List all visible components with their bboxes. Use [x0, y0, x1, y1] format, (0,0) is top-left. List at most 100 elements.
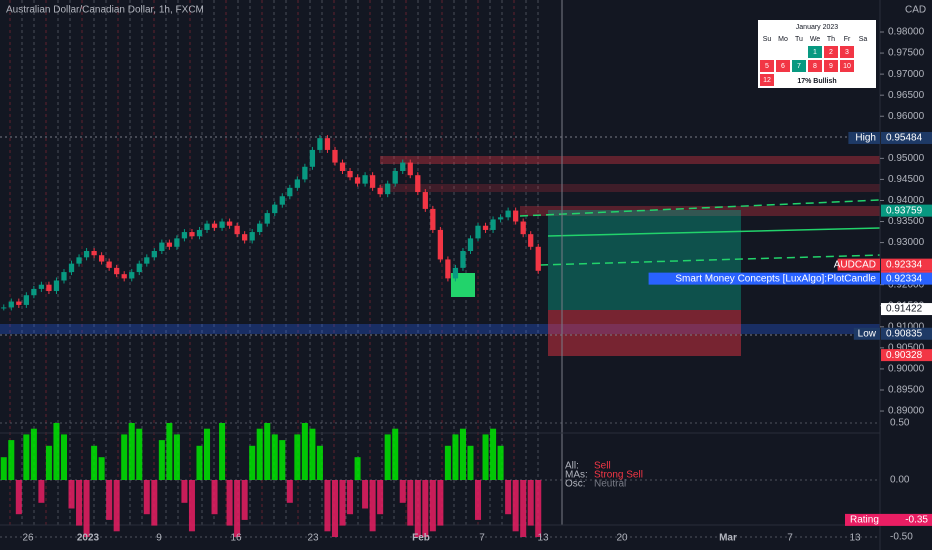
- time-tick-label: 23: [307, 533, 319, 544]
- candle: [460, 251, 466, 268]
- candle: [324, 138, 331, 150]
- candle: [53, 280, 60, 292]
- trend-line: [547, 227, 881, 237]
- candle: [513, 210, 519, 222]
- osc-bar: [121, 434, 128, 480]
- osc-bar: [392, 428, 399, 480]
- candle: [354, 177, 361, 184]
- calendar-day-cell: [760, 74, 774, 86]
- time-tick-label: 7: [479, 533, 485, 544]
- osc-bar: [234, 480, 241, 537]
- osc-bar: [106, 480, 113, 520]
- osc-bar: [256, 428, 263, 480]
- calendar-day-cell: [776, 60, 790, 72]
- candle: [1, 307, 7, 309]
- candle: [520, 221, 526, 235]
- candle: [151, 251, 157, 258]
- supply-zone: [380, 184, 880, 192]
- osc-bar: [143, 480, 150, 515]
- osc-bar: [429, 480, 436, 532]
- target-box: [548, 210, 741, 310]
- candle: [83, 251, 90, 258]
- candle: [98, 255, 105, 262]
- osc-bar: [166, 423, 173, 480]
- candle: [38, 284, 45, 289]
- supply-zone: [380, 156, 880, 164]
- calendar-day-cell: [808, 46, 822, 58]
- price-badge: [881, 272, 932, 285]
- stop-box: [548, 310, 741, 356]
- osc-tick-label: 0.00: [890, 475, 910, 486]
- candle: [437, 229, 444, 260]
- candle: [16, 301, 22, 305]
- price-badge: [881, 327, 932, 340]
- calendar-day: 7: [797, 63, 801, 70]
- osc-bar: [286, 480, 293, 503]
- badge-name-bg: [648, 272, 880, 285]
- osc-bar: [241, 480, 248, 520]
- osc-bar: [98, 457, 105, 480]
- candle: [211, 223, 218, 228]
- candle: [362, 175, 368, 184]
- candle: [159, 242, 165, 252]
- price-tick-label: 0.89500: [888, 385, 925, 396]
- candle: [535, 246, 541, 271]
- candle: [309, 149, 316, 167]
- osc-bar: [505, 480, 512, 515]
- candle: [181, 232, 188, 239]
- price-badge: [881, 204, 932, 217]
- price-tick-label: 0.92000: [888, 279, 925, 290]
- osc-bar: [53, 423, 60, 480]
- trend-line: [539, 254, 881, 266]
- calendar-day: 8: [813, 63, 817, 70]
- osc-bar: [91, 445, 98, 480]
- calendar-day: 5: [765, 63, 769, 70]
- weekday: Th: [827, 36, 835, 43]
- time-tick-label: 26: [22, 533, 34, 544]
- candle: [385, 183, 391, 195]
- price-tick-label: 0.89000: [888, 406, 925, 417]
- trend-line: [519, 199, 881, 217]
- osc-bar: [444, 445, 451, 480]
- price-badge-value: 0.95484: [886, 133, 923, 144]
- osc-bar: [324, 480, 331, 532]
- candle: [422, 192, 428, 209]
- osc-bar: [128, 423, 135, 480]
- price-badge: [881, 131, 932, 144]
- osc-bar: [527, 480, 534, 526]
- candle: [369, 175, 376, 188]
- calendar-day: 10: [843, 63, 851, 70]
- osc-bar: [23, 434, 30, 480]
- osc-bar: [294, 434, 301, 480]
- osc-bar: [414, 480, 421, 537]
- candle: [339, 162, 346, 171]
- rating-name: Rating: [850, 515, 879, 526]
- osc-bar: [512, 480, 519, 532]
- time-tick-label: 20: [616, 533, 628, 544]
- candle: [114, 267, 120, 275]
- candle: [23, 295, 29, 305]
- price-badge-value: 0.92334: [886, 273, 923, 284]
- osc-bar: [399, 480, 406, 503]
- calendar-day: 3: [845, 49, 849, 56]
- osc-bar: [279, 440, 286, 480]
- price-badge-value: 0.93759: [886, 205, 923, 216]
- candle: [430, 208, 436, 230]
- osc-bar: [316, 445, 323, 480]
- summary-value: Neutral: [594, 479, 626, 490]
- osc-bar: [0, 457, 7, 480]
- weekday: Mo: [778, 36, 788, 43]
- osc-bar: [482, 434, 489, 480]
- osc-bar: [271, 434, 278, 480]
- calendar-day-cell: [824, 46, 838, 58]
- candle: [219, 221, 225, 228]
- osc-tick-label: -0.50: [890, 532, 913, 543]
- weekday: Tu: [795, 36, 803, 43]
- candle: [166, 242, 173, 247]
- osc-bar: [264, 423, 271, 480]
- candle: [226, 221, 233, 226]
- calendar-day-cell: [824, 60, 838, 72]
- candle: [332, 149, 338, 163]
- badge-name-bg: [848, 131, 880, 144]
- osc-bar: [226, 480, 233, 526]
